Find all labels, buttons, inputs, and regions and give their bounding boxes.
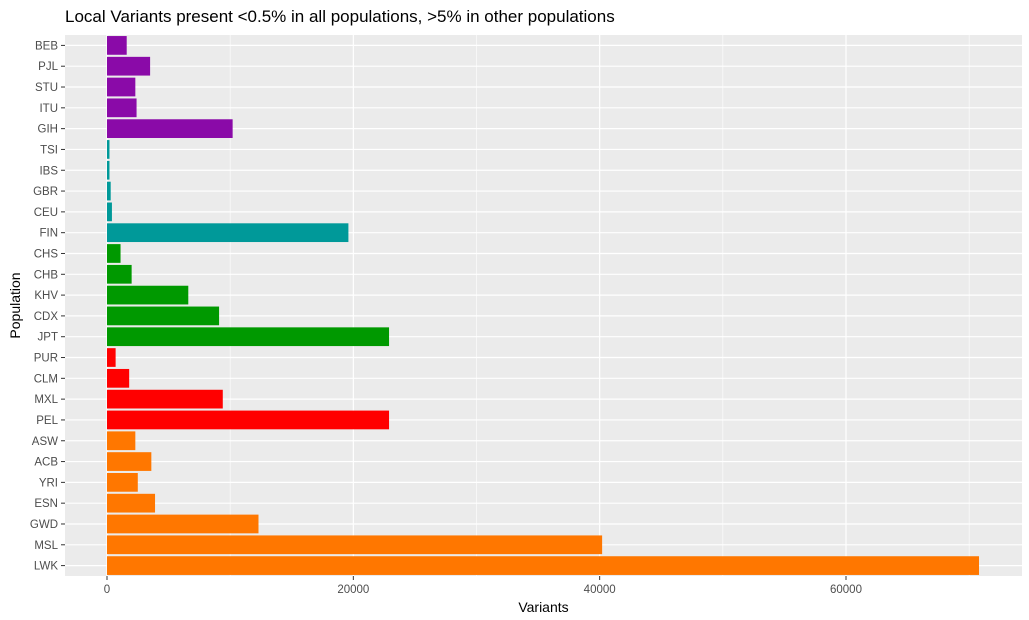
bar-tsi: [107, 140, 110, 159]
chart-title: Local Variants present <0.5% in all popu…: [65, 7, 615, 26]
x-tick-label: 20000: [337, 584, 369, 596]
bar-itu: [107, 98, 137, 118]
bar-lwk: [107, 556, 980, 575]
y-tick-label-cdx: CDX: [34, 311, 59, 323]
y-tick-label-acb: ACB: [34, 457, 58, 469]
y-tick-label-pur: PUR: [34, 353, 58, 365]
x-axis-title: Variants: [518, 599, 568, 615]
y-tick-label-lwk: LWK: [34, 561, 58, 573]
bar-acb: [107, 452, 152, 471]
bar-msl: [107, 535, 603, 555]
y-tick-label-tsi: TSI: [40, 144, 58, 156]
gridlines: [65, 35, 1022, 576]
plot-panel: [65, 35, 1022, 576]
y-tick-label-khv: KHV: [34, 290, 58, 302]
y-tick-label-chb: CHB: [34, 269, 59, 281]
bar-gih: [107, 119, 233, 138]
y-tick-label-clm: CLM: [34, 373, 58, 385]
y-tick-label-gwd: GWD: [30, 519, 58, 531]
bar-yri: [107, 473, 138, 492]
bar-pjl: [107, 56, 151, 76]
bar-esn: [107, 493, 156, 513]
bars: [107, 36, 980, 575]
y-tick-label-chs: CHS: [34, 248, 59, 260]
y-tick-label-asw: ASW: [32, 436, 58, 448]
y-tick-label-stu: STU: [35, 82, 58, 94]
x-tick-label: 0: [104, 584, 110, 596]
y-tick-label-ibs: IBS: [39, 165, 58, 177]
bar-beb: [107, 36, 127, 55]
y-tick-label-jpt: JPT: [38, 332, 58, 344]
y-tick-label-ceu: CEU: [34, 207, 58, 219]
bar-chb: [107, 264, 132, 284]
bar-pur: [107, 348, 116, 367]
y-tick-label-gbr: GBR: [33, 186, 58, 198]
y-tick-label-pel: PEL: [36, 415, 58, 427]
bar-ceu: [107, 202, 112, 222]
y-tick-label-pjl: PJL: [38, 61, 58, 73]
y-tick-label-gih: GIH: [38, 124, 58, 136]
y-tick-label-beb: BEB: [35, 40, 58, 52]
bar-mxl: [107, 389, 223, 409]
x-tick-label: 60000: [830, 584, 862, 596]
y-axis-title: Population: [7, 272, 23, 338]
y-tick-label-esn: ESN: [34, 498, 58, 510]
y-tick-label-itu: ITU: [39, 103, 58, 115]
y-tick-label-msl: MSL: [34, 540, 58, 552]
bar-clm: [107, 368, 130, 388]
bar-gwd: [107, 514, 259, 534]
bar-khv: [107, 285, 189, 305]
bar-asw: [107, 431, 136, 451]
x-tick-labels: 0 20000 40000 60000: [104, 576, 862, 596]
bar-jpt: [107, 327, 390, 347]
bar-gbr: [107, 181, 111, 201]
y-tick-label-yri: YRI: [39, 477, 58, 489]
bar-cdx: [107, 306, 220, 326]
bar-pel: [107, 410, 390, 430]
bar-fin: [107, 223, 349, 243]
x-tick-label: 40000: [584, 584, 616, 596]
y-tick-label-fin: FIN: [39, 228, 58, 240]
bar-stu: [107, 77, 136, 97]
bar-ibs: [107, 160, 110, 180]
y-tick-labels: BEB PJL STU ITU GIH TSI IBS GBR CEU FIN CHS CHB KHV C…: [30, 40, 65, 573]
y-tick-label-mxl: MXL: [34, 394, 58, 406]
bar-chs: [107, 244, 121, 263]
